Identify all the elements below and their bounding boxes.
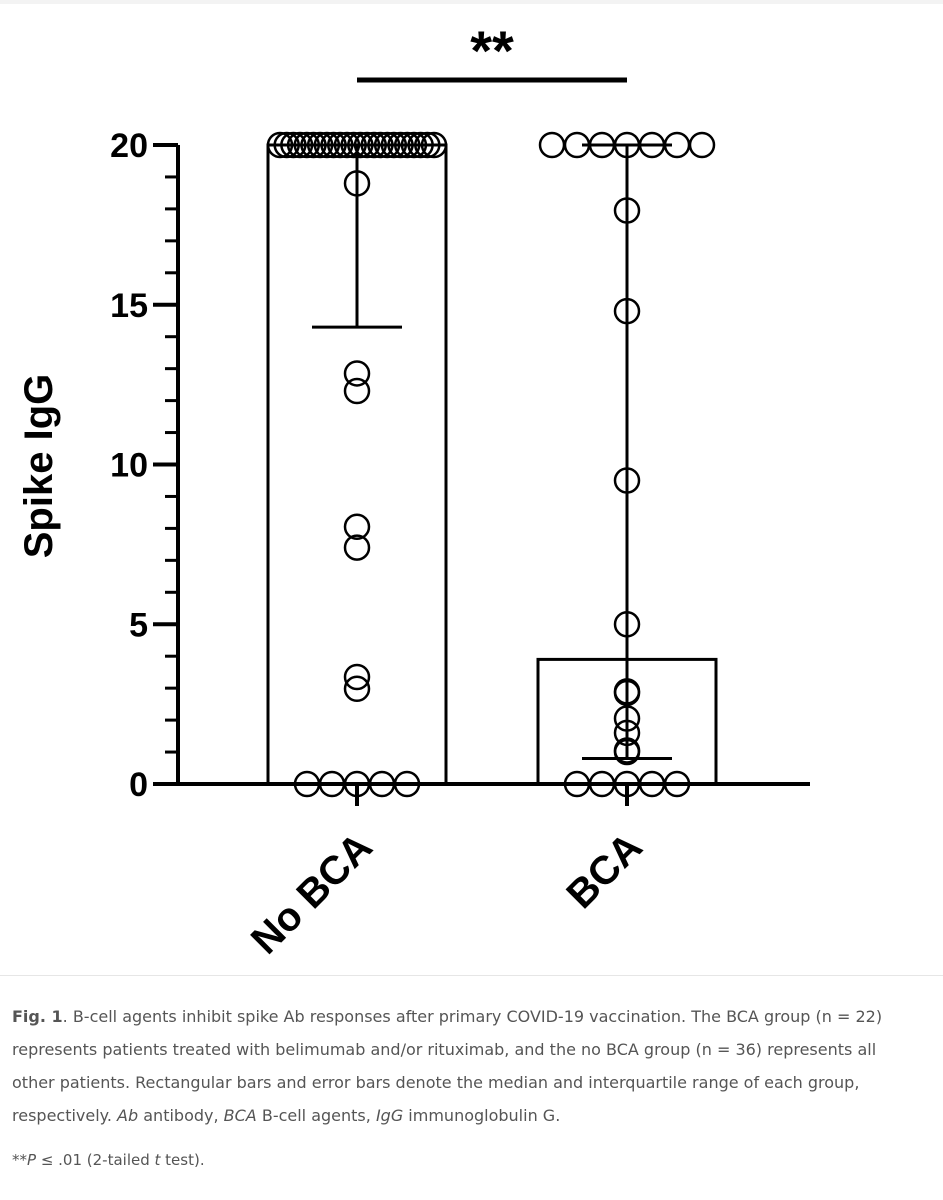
caption-segment: B-cell agents,	[256, 1106, 376, 1125]
caption-segment: immunoglobulin G.	[403, 1106, 561, 1125]
data-point	[613, 678, 641, 705]
y-tick-label: 10	[110, 447, 148, 485]
data-point	[306, 131, 334, 159]
significance-label: **	[470, 19, 514, 82]
y-tick-label: 5	[129, 606, 148, 644]
top-divider	[0, 0, 943, 4]
figure-label: Fig. 1	[12, 1007, 63, 1026]
figure-caption: Fig. 1. B-cell agents inhibit spike Ab r…	[12, 1000, 922, 1132]
y-tick-label: 0	[129, 766, 148, 804]
data-point	[266, 131, 294, 159]
data-point	[313, 131, 341, 159]
scatter-bar-chart: 0 5 10 15 20 Spike IgG No BCA BCA **	[17, 19, 810, 963]
data-point	[613, 737, 641, 764]
data-point	[613, 611, 641, 638]
data-point	[613, 719, 641, 747]
footnote-segment: P	[27, 1151, 37, 1169]
caption-segment: Ab	[117, 1106, 139, 1125]
data-point	[613, 467, 641, 494]
y-tick-label: 20	[110, 127, 148, 165]
caption-body: . B-cell agents inhibit spike Ab respons…	[12, 1007, 882, 1125]
data-point	[373, 131, 401, 159]
data-point	[273, 131, 300, 159]
data-point	[300, 131, 327, 159]
caption-segment: antibody,	[138, 1106, 224, 1125]
footnote-segment: ≤ .01 (2-tailed	[36, 1151, 155, 1169]
data-point	[343, 663, 371, 691]
data-point	[414, 131, 441, 159]
caption-segment: IgG	[375, 1106, 404, 1125]
data-point	[340, 131, 367, 159]
significance-footnote: **P ≤ .01 (2-tailed t test).	[12, 1148, 922, 1172]
figure-panel: 0 5 10 15 20 Spike IgG No BCA BCA **	[0, 4, 943, 975]
footnote-segment: **	[12, 1151, 27, 1169]
caption-segment: . B-cell agents inhibit spike Ab respons…	[12, 1007, 883, 1125]
data-point	[343, 377, 371, 405]
x-category-label: BCA	[558, 825, 650, 917]
data-point	[387, 131, 414, 159]
x-category-label: No BCA	[243, 825, 381, 963]
data-point	[343, 675, 371, 703]
data-point	[613, 705, 641, 732]
data-point	[320, 131, 347, 159]
data-point	[380, 131, 408, 159]
data-point	[613, 297, 641, 325]
y-tick-label: 15	[110, 287, 148, 325]
footnote-segment: t	[154, 1151, 161, 1169]
caption-segment: BCA	[223, 1106, 257, 1125]
data-point	[343, 360, 371, 387]
data-point	[293, 131, 321, 159]
y-axis-title: Spike IgG	[17, 374, 61, 559]
data-point	[400, 131, 428, 159]
data-point	[327, 131, 354, 159]
data-point	[407, 131, 434, 159]
data-point	[347, 131, 374, 159]
data-point	[538, 131, 566, 159]
data-point	[613, 197, 641, 224]
data-point	[420, 131, 448, 159]
footnote-segment: test).	[160, 1151, 205, 1169]
data-point	[353, 131, 381, 159]
data-point	[393, 131, 421, 159]
data-point	[333, 131, 361, 159]
data-point	[688, 131, 716, 159]
data-point	[343, 534, 371, 561]
data-point	[280, 131, 307, 159]
data-point	[360, 131, 387, 159]
caption-divider	[0, 975, 943, 976]
data-point	[367, 131, 394, 159]
data-point	[286, 131, 314, 159]
data-point	[343, 513, 371, 541]
data-point	[343, 170, 371, 197]
